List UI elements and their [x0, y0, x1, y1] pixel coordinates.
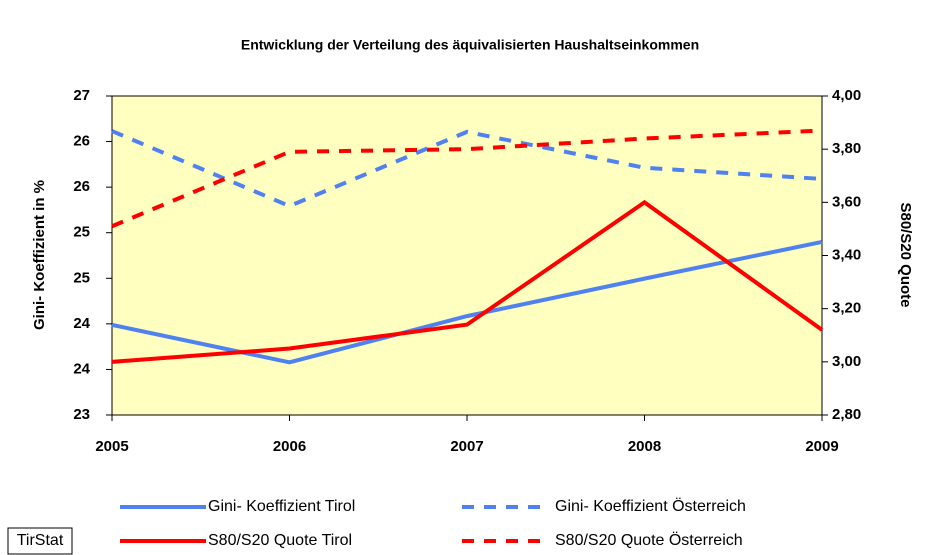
annotation: TirStat	[17, 532, 64, 549]
chart-title: Entwicklung der Verteilung des äquivalis…	[241, 37, 699, 53]
legend-label: S80/S20 Quote Österreich	[555, 531, 743, 549]
series-line	[111, 129, 823, 209]
y-tick-label: 27	[73, 87, 90, 104]
y2-tick-label: 3,40	[832, 246, 861, 263]
plot-area	[111, 95, 823, 416]
annotation-box	[7, 527, 73, 555]
series-line	[111, 199, 824, 364]
y2-tick-label: 4,00	[832, 87, 861, 104]
series-line	[111, 239, 823, 365]
y2-tick-label: 3,60	[832, 193, 861, 210]
x-tick-label: 2009	[805, 438, 838, 455]
y-tick-label: 24	[73, 315, 90, 332]
y2-tick-label: 3,20	[832, 300, 861, 317]
y-tick-label: 26	[73, 178, 90, 195]
y2-tick-label: 2,80	[832, 406, 861, 423]
y-tick-label: 24	[73, 360, 90, 377]
legend-label: Gini- Koeffizient Österreich	[555, 497, 746, 515]
x-tick-label: 2007	[450, 438, 483, 455]
x-tick-label: 2008	[628, 438, 661, 455]
y2-tick-label: 3,00	[832, 353, 861, 370]
y-tick-label: 26	[73, 133, 90, 150]
x-tick-label: 2006	[273, 438, 306, 455]
y-axis-label: Gini- Koeffizient in %	[31, 180, 48, 330]
legend-label: Gini- Koeffizient Tirol	[208, 498, 355, 515]
y-tick-label: 25	[73, 269, 90, 286]
y2-tick-label: 3,80	[832, 140, 861, 157]
y2-axis-label: S80/S20 Quote	[897, 202, 914, 307]
x-tick-label: 2005	[95, 438, 128, 455]
y-tick-label: 25	[73, 224, 90, 241]
legend-label: S80/S20 Quote Tirol	[208, 532, 352, 549]
y-tick-label: 23	[73, 406, 90, 423]
